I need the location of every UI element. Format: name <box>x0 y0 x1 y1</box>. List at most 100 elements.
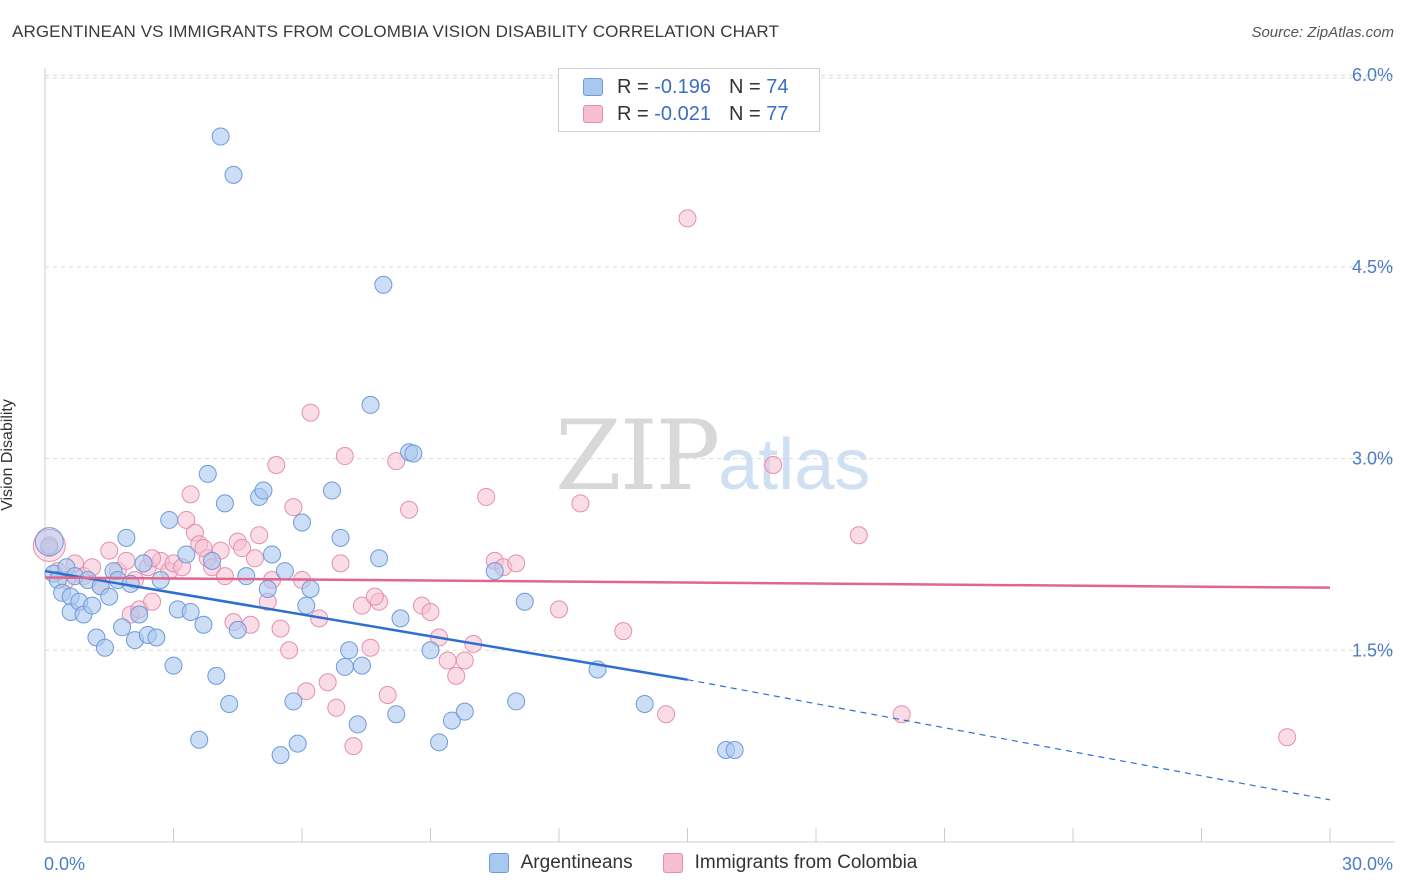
argentinean-point <box>340 641 359 660</box>
series-swatch-blue <box>488 853 509 873</box>
legend-row-colombia: R = -0.021 N = 77 <box>583 101 788 127</box>
argentinean-point <box>263 545 282 564</box>
colombia-point <box>143 592 162 611</box>
series-legend-label: Immigrants from Colombia <box>694 852 918 873</box>
colombia-point <box>267 455 286 474</box>
colombia-point <box>421 602 440 621</box>
legend-row-argentineans: R = -0.196 N = 74 <box>583 74 788 100</box>
colombia-point <box>331 554 350 573</box>
colombia-point <box>250 526 269 545</box>
colombia-trend-line <box>44 576 1331 589</box>
argentinean-point <box>151 571 170 590</box>
argentinean-point <box>207 666 226 685</box>
colombia-point <box>438 651 457 670</box>
argentinean-point <box>635 694 654 713</box>
colombia-point <box>892 705 911 724</box>
chart-title: ARGENTINEAN VS IMMIGRANTS FROM COLOMBIA … <box>12 22 779 41</box>
series-legend-colombia: Immigrants from Colombia <box>662 852 918 874</box>
argentinean-point <box>391 609 410 628</box>
argentinean-point <box>237 567 256 586</box>
colombia-point <box>365 587 384 606</box>
argentinean-point <box>113 618 132 637</box>
argentinean-point <box>271 746 290 765</box>
argentinean-point <box>348 715 367 734</box>
colombia-point <box>400 500 419 519</box>
y-tick-label: 4.5% <box>1352 257 1393 277</box>
argentinean-point <box>177 545 196 564</box>
colombia-point <box>550 600 568 619</box>
colombia-point <box>233 539 252 558</box>
argentinean-point <box>220 694 239 713</box>
argentinean-point <box>83 596 102 615</box>
argentinean-point <box>322 481 341 500</box>
legend-r-label: R = <box>617 102 649 125</box>
colombia-point <box>181 485 200 504</box>
argentinean-point <box>293 513 311 532</box>
argentinean-point <box>117 528 136 547</box>
legend-n-value: 74 <box>766 75 789 98</box>
y-tick-label: 1.5% <box>1352 640 1393 660</box>
argentinean-point <box>198 464 217 483</box>
source-label: Source: ZipAtlas.com <box>1251 24 1394 41</box>
argentinean-point <box>370 549 389 568</box>
colombia-point <box>335 447 354 466</box>
colombia-point <box>301 403 320 422</box>
colombia-point <box>387 452 406 471</box>
colombia-point <box>1278 728 1297 747</box>
colombia-point <box>318 673 337 692</box>
colombia-point <box>378 686 397 705</box>
argentinean-point <box>297 596 316 615</box>
colombia-point <box>344 737 363 756</box>
argentinean-point <box>181 602 200 621</box>
y-tick-label: 3.0% <box>1352 449 1393 469</box>
argentinean-point <box>215 494 234 513</box>
series-legend-label: Argentineans <box>520 852 633 873</box>
argentinean-point <box>284 692 303 711</box>
argentinean-point <box>164 656 183 675</box>
argentinean-point <box>725 740 744 759</box>
argentinean-point <box>455 702 474 721</box>
colombia-point <box>117 551 136 570</box>
colombia-point <box>327 698 346 717</box>
legend-swatch-pink <box>583 105 603 123</box>
colombia-point <box>271 619 290 638</box>
colombia-point <box>455 651 474 670</box>
colombia-point <box>678 209 697 228</box>
legend-n-value: 77 <box>766 102 789 125</box>
argentinean-point <box>352 656 371 675</box>
argentinean-point <box>275 562 294 581</box>
series-legend: Argentineans Immigrants from Colombia <box>0 852 1406 874</box>
correlation-legend: R = -0.196 N = 74 R = -0.021 N = 77 <box>558 68 820 132</box>
argentinean-point <box>254 481 273 500</box>
legend-r-value: -0.196 <box>654 75 711 98</box>
series-swatch-pink <box>662 853 683 873</box>
argentinean-point <box>100 587 119 606</box>
colombia-point <box>100 541 119 560</box>
legend-r-value: -0.021 <box>654 102 711 125</box>
colombia-point <box>194 539 213 558</box>
colombia-point <box>477 487 496 506</box>
argentinean-cluster-point <box>34 527 64 557</box>
argentinean-point <box>190 730 209 749</box>
colombia-point <box>764 455 783 474</box>
colombia-point <box>352 596 371 615</box>
argentinean-point <box>224 165 243 184</box>
argentinean-point <box>130 605 149 624</box>
argentinean-point <box>160 510 179 529</box>
argentinean-point <box>228 620 247 639</box>
x-tick-label-min: 0.0% <box>44 854 85 874</box>
colombia-point <box>447 666 466 685</box>
argentinean-point <box>301 579 320 598</box>
argentinean-point <box>515 592 534 611</box>
y-tick-label: 6.0% <box>1352 65 1393 85</box>
colombia-point <box>657 705 676 724</box>
colombia-point <box>215 567 234 586</box>
argentinean-point <box>40 536 59 555</box>
argentinean-point <box>430 733 449 752</box>
legend-n-label: N = <box>728 102 761 125</box>
argentinean-trend-extension <box>687 679 1331 801</box>
argentinean-point <box>404 444 423 463</box>
argentinean-point <box>203 551 222 570</box>
argentinean-point <box>211 127 230 146</box>
colombia-point <box>614 622 633 641</box>
